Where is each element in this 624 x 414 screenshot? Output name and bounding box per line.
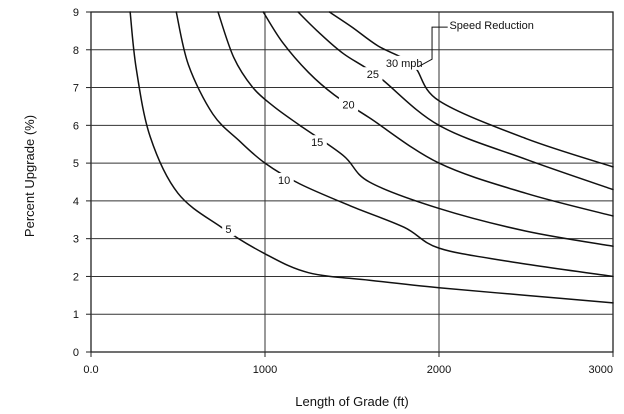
annotation-label-bg (446, 18, 548, 33)
annotation-pointer (417, 26, 448, 68)
curve-20 (262, 11, 614, 217)
x-tick-label-3000: 3000 (589, 364, 613, 376)
curve-label-15: 15 (311, 137, 323, 149)
curve-label-bg-20 (338, 97, 359, 112)
curve-25 (297, 11, 614, 191)
y-tick-label-9: 9 (73, 7, 79, 19)
curve-label-bg-30-mph (381, 55, 427, 70)
x-axis-title: Length of Grade (ft) (295, 394, 408, 409)
curve-label-bg-5 (222, 222, 235, 237)
curve-label-5: 5 (225, 224, 231, 236)
curve-label-bg-10 (274, 173, 294, 187)
annotation: Speed Reduction (417, 18, 548, 68)
curve-30-mph (328, 11, 614, 168)
y-axis-title: Percent Upgrade (%) (22, 115, 37, 237)
curve-label-bg-15 (307, 135, 327, 150)
curve-10 (175, 11, 614, 278)
curve-labels: 5 10 15 20 25 30 mph (222, 55, 427, 237)
y-tick-label-4: 4 (73, 196, 79, 208)
x-tick-label-0: 0.0 (83, 364, 98, 376)
x-tick-label-2000: 2000 (427, 364, 451, 376)
curve-label-30-mph: 30 mph (386, 58, 423, 70)
y-tick-label-7: 7 (73, 83, 79, 95)
y-tick-label-1: 1 (73, 309, 79, 321)
curve-label-bg-25 (363, 67, 383, 82)
grid (86, 11, 614, 357)
y-tick-label-0: 0 (73, 347, 79, 359)
curve-label-25: 25 (367, 69, 379, 81)
curve-label-20: 20 (342, 99, 354, 111)
y-tick-label-5: 5 (73, 158, 79, 170)
x-tick-label-1000: 1000 (253, 364, 277, 376)
curve-label-10: 10 (278, 175, 290, 187)
y-tick-label-3: 3 (73, 234, 79, 246)
curve-5 (129, 11, 614, 304)
annotation-label: Speed Reduction (449, 20, 533, 32)
plot-frame (90, 11, 614, 353)
y-tick-label-6: 6 (73, 120, 79, 132)
tick-labels: 0 1 2 3 4 5 6 7 8 9 0.0 1000 2000 3000 (73, 7, 613, 376)
curve-15 (217, 11, 614, 247)
curves (129, 11, 614, 304)
y-tick-label-8: 8 (73, 45, 79, 57)
y-tick-label-2: 2 (73, 271, 79, 283)
